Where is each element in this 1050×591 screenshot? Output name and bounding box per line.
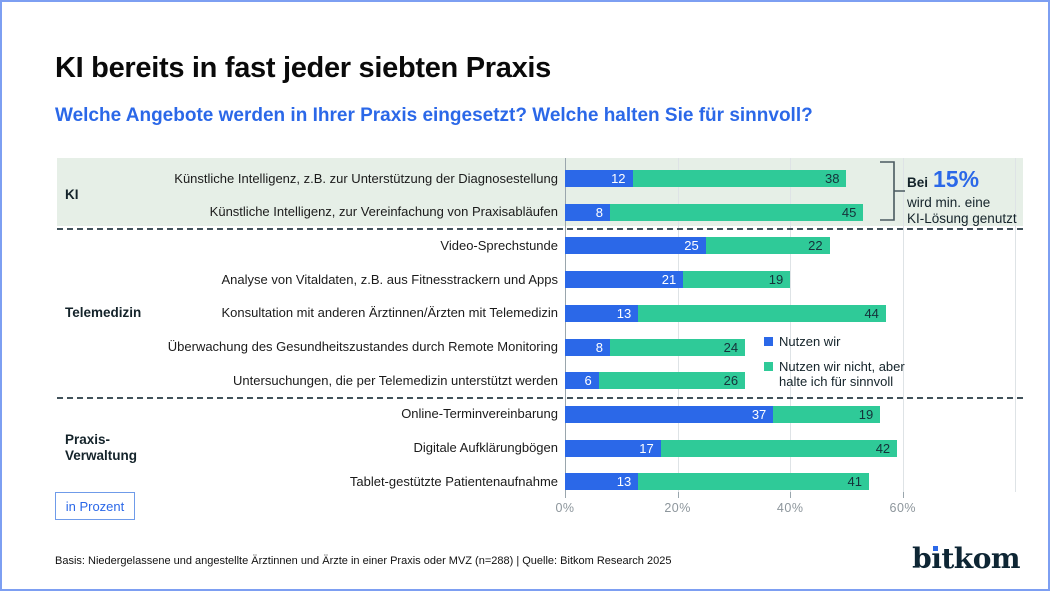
bar-nutzen-wir: 13 [565,304,639,322]
row-label: Online-Terminvereinbarung [401,406,558,422]
bar-value-sinnvoll: 42 [875,440,891,456]
page-subtitle: Welche Angebote werden in Ihrer Praxis e… [55,105,813,126]
bar-value-sinnvoll: 19 [768,272,784,288]
axis-tick-label-20: 20% [664,501,691,515]
bar-sinnvoll: 26 [598,372,746,390]
legend-label-sinnvoll-line1: Nutzen wir nicht, aber [779,358,905,374]
legend-item-sinnvoll: Nutzen wir nicht, aber halte ich für sinn… [764,359,905,390]
axis-tick-40 [790,492,792,498]
legend-label-sinnvoll-line2: halte ich für sinnvoll [779,374,894,389]
bar-value-nutzen: 12 [611,171,626,186]
gridline-60 [902,158,904,492]
bar-value-nutzen: 8 [595,339,604,355]
axis-tick-label-60: 60% [889,501,917,515]
bar-nutzen-wir: 37 [565,405,774,423]
gridline-80 [1015,158,1017,492]
axis-tick-label-40: 40% [776,501,804,515]
row-label: Analyse von Vitaldaten, z.B. aus Fitness… [221,271,558,287]
bar-value-nutzen: 8 [595,204,604,220]
legend-item-nutzen-wir: Nutzen wir [764,334,905,350]
row-label: Digitale Aufklärungbögen [413,440,558,456]
axis-tick-0 [565,492,566,498]
gridline-20 [677,158,679,492]
bar-nutzen-wir: 8 [565,203,611,221]
source-note: Basis: Niedergelassene und angestellte Ä… [55,555,672,567]
bar-nutzen-wir: 8 [565,338,611,356]
legend-label-nutzen-wir: Nutzen wir [779,334,841,349]
bar-nutzen-wir: 13 [565,473,639,491]
group-separator [57,228,1023,231]
row-label: Untersuchungen, die per Telemedizin unte… [233,372,558,388]
group-label-ki: KI [65,187,79,203]
bar-value-nutzen: 37 [751,406,767,422]
bar-sinnvoll: 24 [610,338,746,356]
row-label: Überwachung des Gesundheitszustandes dur… [167,339,558,354]
bar-nutzen-wir: 21 [565,271,684,289]
bar-value-nutzen: 13 [616,305,632,321]
row-label: Tablet-gestützte Patientenaufnahme [349,473,558,489]
bar-sinnvoll: 19 [683,271,791,289]
gridline-40 [790,158,792,492]
annotation-line3: KI-Lösung genutzt [907,210,1017,226]
logo-i-dot [933,546,939,551]
bar-sinnvoll: 19 [773,405,881,423]
annotation-bracket-icon [880,161,905,221]
bar-nutzen-wir: 25 [565,237,706,255]
axis-tick-label-0: 0% [555,501,575,515]
zero-axis-line [565,158,566,492]
bar-value-sinnvoll: 26 [723,373,739,389]
bar-value-sinnvoll: 24 [723,339,739,355]
bar-value-sinnvoll: 22 [808,238,823,254]
bar-sinnvoll: 44 [638,304,886,322]
chart-legend: Nutzen wir Nutzen wir nicht, aber halte i… [764,334,905,399]
group-label-telemedizin: Telemedizin [65,305,142,321]
axis-tick-60 [902,492,904,498]
group-label-praxisverwaltung: Praxis- Verwaltung [65,432,138,464]
logo-letter-i: ı [931,542,942,575]
bar-value-nutzen: 6 [584,373,592,389]
bar-sinnvoll: 38 [632,170,847,187]
bar-sinnvoll: 42 [660,439,898,457]
bar-sinnvoll: 45 [610,203,864,221]
legend-label-sinnvoll: Nutzen wir nicht, aber halte ich für sinn… [779,359,905,390]
bar-value-nutzen: 21 [661,272,677,288]
unit-note: in Prozent [55,492,135,520]
annotation-prefix: Bei [907,175,929,190]
axis-tick-20 [677,492,679,498]
bar-value-nutzen: 13 [616,474,632,490]
legend-swatch-green [764,361,773,371]
bar-value-nutzen: 17 [639,440,654,456]
bar-value-sinnvoll: 44 [864,305,879,321]
row-label: Konsultation mit anderen Ärztinnen/Ärzte… [221,305,559,321]
row-label: Künstliche Intelligenz, zur Vereinfachun… [209,204,558,220]
legend-swatch-blue [764,337,773,346]
bar-value-sinnvoll: 41 [847,474,863,490]
bar-nutzen-wir: 17 [565,439,661,457]
ki-usage-annotation: Bei 15% wird min. eine KI-Lösung genutzt [907,166,1029,226]
bitkom-logo: bı tkom [912,542,1020,575]
page-title: KI bereits in fast jeder siebten Praxis [55,52,551,84]
bar-value-nutzen: 25 [684,238,699,254]
bar-nutzen-wir: 6 [565,372,599,390]
annotation-value: 15% [933,166,980,192]
row-label: Künstliche Intelligenz, z.B. zur Unterst… [174,170,558,186]
bar-sinnvoll: 22 [705,237,830,255]
row-label: Video-Sprechstunde [440,237,558,253]
bar-nutzen-wir: 12 [565,170,633,187]
bar-value-sinnvoll: 19 [858,406,874,422]
bar-sinnvoll: 41 [638,473,870,491]
annotation-line2: wird min. eine [907,195,991,210]
group-separator [57,396,1023,399]
bar-value-sinnvoll: 38 [825,171,840,186]
bar-value-sinnvoll: 45 [841,204,857,220]
annotation-headline: Bei 15% [907,166,1029,193]
